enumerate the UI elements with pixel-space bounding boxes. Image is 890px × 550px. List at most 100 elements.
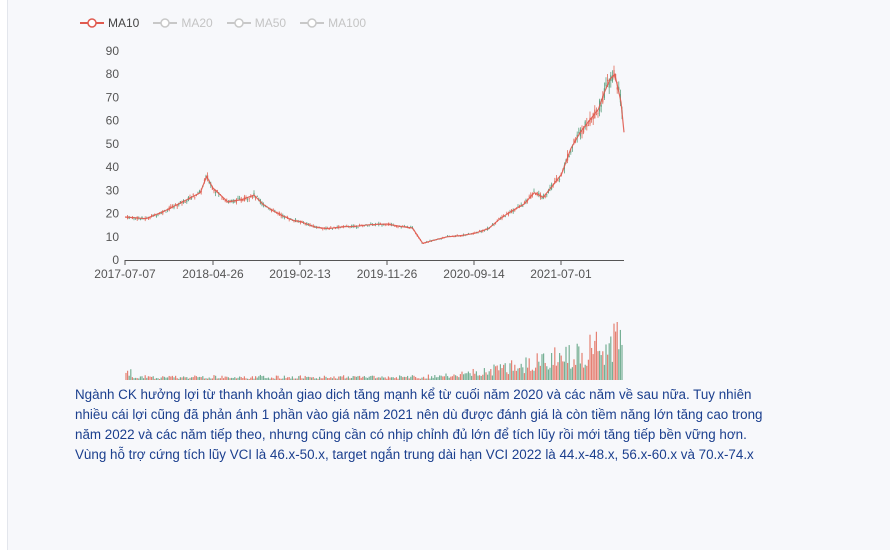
legend-item-ma10[interactable]: MA10: [80, 16, 139, 30]
candle-body: [477, 232, 479, 234]
volume-bar: [199, 376, 201, 380]
y-tick-label: 50: [106, 137, 120, 151]
volume-bar: [573, 359, 575, 380]
volume-bar: [242, 378, 244, 380]
candle-body: [397, 226, 399, 228]
candle-body: [608, 79, 610, 88]
candle-body: [533, 190, 535, 192]
candle-body: [367, 225, 369, 227]
volume-bar: [610, 336, 612, 380]
volume-bar: [541, 354, 543, 380]
candle-body: [581, 130, 583, 135]
volume-bar: [587, 359, 589, 380]
volume-bar: [586, 365, 588, 380]
volume-bar: [211, 378, 213, 380]
candle-body: [535, 193, 537, 195]
volume-bar: [495, 366, 497, 380]
volume-bar: [280, 378, 282, 380]
volume-bar: [264, 378, 266, 380]
candle-body: [613, 69, 615, 78]
candle-body: [493, 224, 495, 226]
candle-body: [159, 213, 161, 215]
x-tick-label: 2020-09-14: [443, 267, 505, 281]
volume-bar: [480, 375, 482, 380]
candle-body: [227, 202, 229, 203]
candle-body: [192, 194, 194, 195]
legend-label: MA50: [254, 16, 287, 30]
candle-body: [587, 125, 589, 126]
candle-body: [349, 227, 351, 228]
volume-bar: [368, 376, 370, 380]
volume-bar: [317, 378, 319, 380]
candle-body: [149, 217, 151, 219]
volume-bar: [434, 375, 436, 380]
y-tick-label: 30: [106, 183, 120, 197]
volume-bar: [442, 376, 444, 380]
volume-bar: [559, 353, 561, 380]
volume-bar: [330, 377, 332, 380]
legend-line-marker-icon: [300, 18, 325, 28]
volume-bar: [599, 350, 601, 380]
volume-bar: [291, 376, 293, 380]
volume-bar: [138, 378, 140, 380]
candle-body: [554, 180, 556, 183]
volume-bar: [429, 378, 431, 380]
volume-bar: [466, 373, 468, 380]
volume-bar: [237, 377, 239, 380]
candle-body: [427, 242, 429, 243]
volume-bar: [287, 377, 289, 380]
volume-bar: [557, 362, 559, 380]
candle-body: [331, 228, 333, 230]
volume-bar: [410, 376, 412, 380]
volume-bar: [192, 377, 194, 380]
volume-bar: [160, 377, 162, 380]
candle-body: [216, 189, 218, 192]
volume-bar: [243, 376, 245, 380]
volume-bar: [365, 377, 367, 380]
candle-body: [373, 225, 375, 226]
volume-bar: [394, 378, 396, 380]
volume-bar: [459, 374, 461, 380]
volume-bar: [493, 364, 495, 380]
legend-item-ma20[interactable]: MA20: [153, 16, 213, 30]
candle-body: [546, 194, 548, 196]
candle-body: [504, 216, 506, 217]
volume-bar: [130, 369, 132, 380]
volume-bar: [565, 346, 567, 380]
candle-body: [248, 198, 250, 200]
volume-bar: [336, 378, 338, 380]
candle-body: [288, 219, 290, 220]
volume-bar: [453, 374, 455, 380]
volume-bar: [583, 367, 585, 380]
volume-bar: [320, 378, 322, 380]
volume-bar: [247, 378, 249, 380]
volume-bar: [538, 361, 540, 380]
legend-item-ma100[interactable]: MA100: [300, 16, 366, 30]
volume-bar: [173, 377, 175, 380]
volume-bar: [616, 322, 618, 380]
volume-bar: [299, 375, 301, 380]
price-chart[interactable]: 0 10 20 30 40 50 60 70 80 90 2017-07-07 2018-04-26…: [0, 0, 890, 385]
volume-bar: [251, 376, 253, 380]
legend-item-ma50[interactable]: MA50: [226, 16, 287, 30]
volume-bar: [536, 353, 538, 380]
volume-bar: [234, 377, 236, 380]
volume-bar: [184, 377, 186, 380]
volume-bar: [295, 378, 297, 380]
volume-bar: [131, 377, 133, 380]
volume-bar: [136, 378, 138, 380]
volume-bar: [528, 358, 530, 380]
volume-bar: [407, 375, 409, 380]
volume-bar: [437, 377, 439, 380]
candle-body: [360, 224, 362, 226]
volume-bar: [567, 362, 569, 380]
volume-bar: [400, 376, 402, 380]
candle-body: [175, 204, 177, 205]
volume-bar: [221, 375, 223, 380]
candle-body: [320, 228, 322, 229]
candle-body: [231, 200, 233, 201]
candle-body: [176, 205, 178, 207]
volume-bar: [139, 376, 141, 380]
volume-bar: [229, 378, 231, 380]
candle-body: [381, 224, 383, 226]
